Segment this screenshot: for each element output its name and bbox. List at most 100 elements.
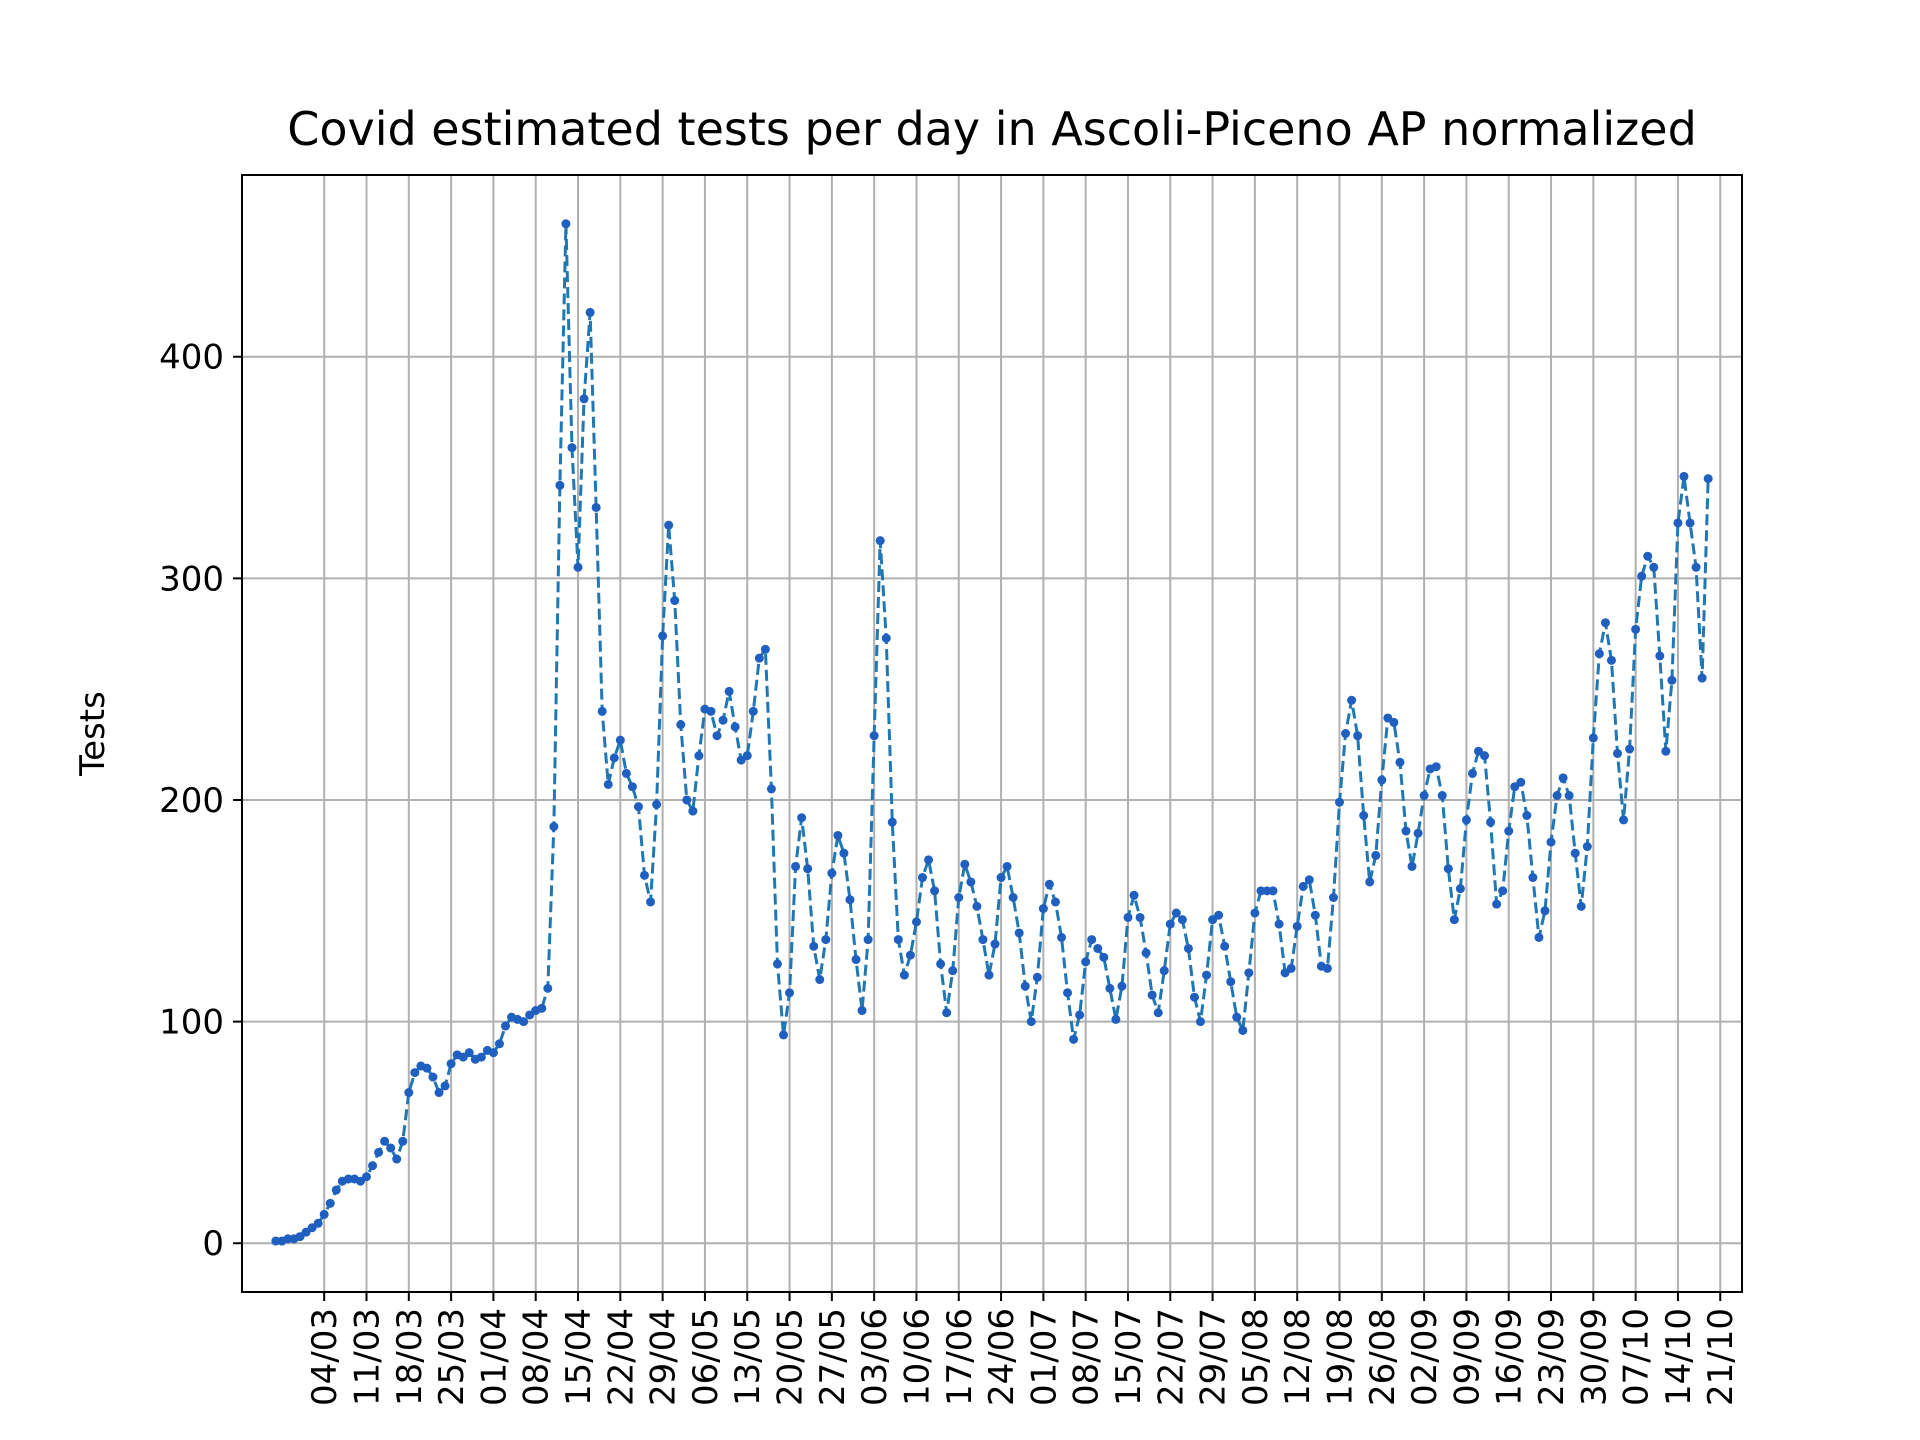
data-point bbox=[1431, 762, 1441, 772]
data-point bbox=[646, 897, 656, 907]
data-point bbox=[1038, 904, 1048, 914]
y-tick-label: 200 bbox=[159, 781, 224, 821]
data-point bbox=[1347, 695, 1357, 705]
x-tick-label: 23/09 bbox=[1532, 1308, 1572, 1406]
data-point bbox=[1274, 919, 1284, 929]
y-tick-label: 0 bbox=[202, 1224, 224, 1264]
data-point bbox=[1135, 912, 1145, 922]
chart-title: Covid estimated tests per day in Ascoli-… bbox=[287, 102, 1697, 156]
data-point bbox=[313, 1218, 323, 1228]
data-point bbox=[1655, 651, 1665, 661]
x-tick-label: 20/05 bbox=[771, 1308, 811, 1406]
data-point bbox=[1111, 1014, 1121, 1024]
data-point bbox=[1286, 963, 1296, 973]
data-point bbox=[1594, 649, 1604, 659]
data-point bbox=[1171, 908, 1181, 918]
data-point bbox=[833, 830, 843, 840]
data-point bbox=[839, 848, 849, 858]
data-point bbox=[549, 822, 559, 832]
data-point bbox=[1214, 910, 1224, 920]
data-point bbox=[1298, 881, 1308, 891]
x-tick-label: 25/03 bbox=[432, 1308, 472, 1406]
data-point bbox=[1552, 791, 1562, 801]
x-axis: 04/03 11/03 18/03 25/03 01/04 08/04 15/04 22/04… bbox=[305, 1292, 1741, 1406]
data-point bbox=[1014, 928, 1024, 938]
y-tick-label: 100 bbox=[159, 1003, 224, 1043]
data-point bbox=[1661, 746, 1671, 756]
data-point bbox=[1455, 884, 1465, 894]
data-point bbox=[652, 799, 662, 809]
data-point bbox=[1486, 817, 1496, 827]
data-point bbox=[1044, 879, 1054, 889]
data-point bbox=[845, 895, 855, 905]
data-point bbox=[1147, 990, 1157, 1000]
x-tick-label: 26/08 bbox=[1363, 1308, 1403, 1406]
data-point bbox=[627, 782, 637, 792]
data-point bbox=[1353, 731, 1363, 741]
data-point bbox=[1310, 910, 1320, 920]
data-point bbox=[718, 715, 728, 725]
data-point bbox=[954, 893, 964, 902]
x-tick-label: 22/04 bbox=[601, 1308, 641, 1406]
data-point bbox=[1304, 875, 1314, 885]
data-point bbox=[434, 1088, 444, 1098]
x-tick-label: 16/09 bbox=[1490, 1308, 1530, 1406]
data-point bbox=[501, 1021, 510, 1031]
y-tick-label: 300 bbox=[159, 559, 224, 599]
data-point bbox=[1516, 777, 1526, 787]
data-point bbox=[809, 941, 819, 951]
data-point bbox=[1123, 912, 1133, 922]
x-tick-label: 22/07 bbox=[1151, 1308, 1191, 1406]
data-point bbox=[319, 1209, 329, 1219]
x-tick-label: 12/08 bbox=[1278, 1308, 1318, 1406]
data-point bbox=[1679, 471, 1689, 481]
x-tick-label: 29/07 bbox=[1194, 1308, 1234, 1406]
data-point bbox=[748, 706, 758, 716]
data-point bbox=[930, 886, 940, 896]
data-point bbox=[446, 1059, 456, 1069]
data-point bbox=[585, 307, 595, 317]
data-point bbox=[1643, 551, 1653, 561]
data-point bbox=[1697, 673, 1707, 683]
x-tick-label: 15/07 bbox=[1109, 1308, 1149, 1406]
data-point bbox=[791, 861, 801, 871]
data-point bbox=[386, 1143, 396, 1153]
data-point bbox=[1480, 751, 1490, 761]
x-tick-label: 03/06 bbox=[855, 1308, 895, 1406]
data-point bbox=[1244, 968, 1254, 978]
data-point bbox=[331, 1185, 341, 1195]
data-point bbox=[519, 1017, 529, 1027]
data-point bbox=[779, 1030, 788, 1040]
y-tick-label: 400 bbox=[159, 338, 224, 378]
data-point bbox=[573, 562, 583, 572]
data-point bbox=[772, 959, 782, 969]
data-point bbox=[712, 731, 722, 741]
x-tick-label: 01/04 bbox=[474, 1308, 514, 1406]
data-point bbox=[942, 1008, 952, 1018]
data-point bbox=[1292, 921, 1302, 931]
data-point bbox=[1377, 775, 1387, 785]
data-point bbox=[960, 859, 970, 869]
data-point bbox=[966, 877, 976, 887]
data-point bbox=[398, 1136, 408, 1146]
x-tick-label: 30/09 bbox=[1574, 1308, 1614, 1406]
data-point bbox=[972, 901, 982, 911]
data-point bbox=[1407, 861, 1417, 871]
data-point bbox=[1117, 981, 1127, 991]
data-point bbox=[1189, 992, 1199, 1002]
data-point bbox=[325, 1198, 335, 1208]
data-point bbox=[1576, 901, 1586, 911]
data-point bbox=[1008, 893, 1018, 902]
series-line bbox=[275, 222, 1710, 1243]
data-point bbox=[1183, 943, 1193, 953]
grid bbox=[242, 175, 1742, 1292]
data-point bbox=[1437, 791, 1447, 801]
data-point bbox=[374, 1147, 384, 1157]
data-point bbox=[688, 806, 698, 816]
data-point bbox=[1522, 811, 1532, 820]
data-point bbox=[615, 735, 625, 745]
data-point bbox=[682, 795, 692, 805]
data-point bbox=[918, 873, 927, 883]
